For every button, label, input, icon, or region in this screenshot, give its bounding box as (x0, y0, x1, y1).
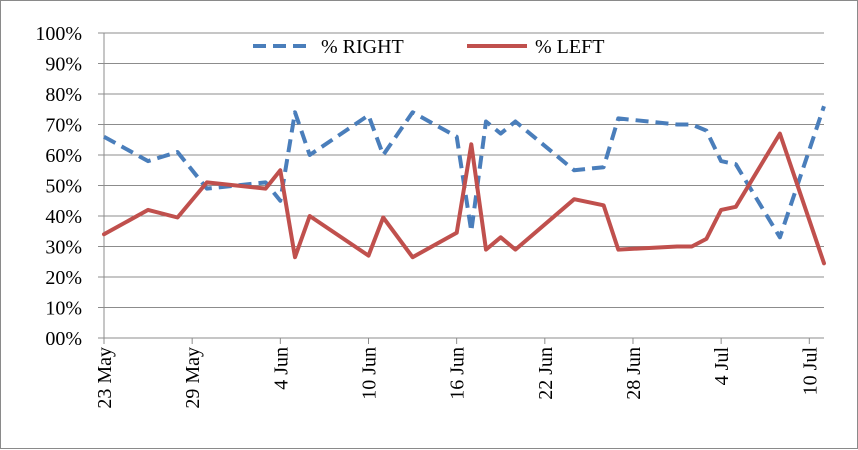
y-tick-label: 90% (45, 54, 82, 76)
series-line-left (102, 131, 826, 266)
y-tick-label: 80% (45, 84, 82, 106)
x-axis-tick-labels: 23 May 29 May 4 Jun 10 Jun 16 Jun 22 Jun 28 Ju… (94, 347, 821, 409)
legend: % RIGHT % LEFT (253, 36, 604, 58)
y-tick-label: 00% (45, 328, 82, 350)
x-tick-label: 4 Jul (711, 347, 733, 386)
x-tick-label: 16 Jun (447, 347, 469, 400)
y-tick-label: 30% (45, 237, 82, 259)
y-tick-label: 10% (45, 298, 82, 320)
x-tick-label: 22 Jun (535, 347, 557, 400)
y-tick-label: 20% (45, 267, 82, 289)
x-tick-label: 10 Jul (799, 347, 821, 396)
x-tick-label: 23 May (94, 347, 116, 409)
series-lines (102, 105, 826, 266)
legend-label-left: % LEFT (535, 36, 604, 58)
y-tick-label: 40% (45, 206, 82, 228)
grid-lines (104, 32, 824, 308)
y-tick-label: 50% (45, 176, 82, 198)
x-tick-label: 10 Jun (358, 347, 380, 400)
y-axis-tick-labels: 00% 10% 20% 30% 40% 50% 60% 70% 80% 90% 100% (35, 23, 82, 350)
y-tick-label: 60% (45, 145, 82, 167)
legend-label-right: % RIGHT (321, 36, 404, 58)
x-tick-label: 4 Jun (270, 347, 292, 390)
x-tick-label: 28 Jun (623, 347, 645, 400)
y-tick-label: 100% (35, 23, 82, 45)
axes (98, 32, 824, 344)
x-tick-label: 29 May (182, 347, 204, 409)
y-tick-label: 70% (45, 115, 82, 137)
